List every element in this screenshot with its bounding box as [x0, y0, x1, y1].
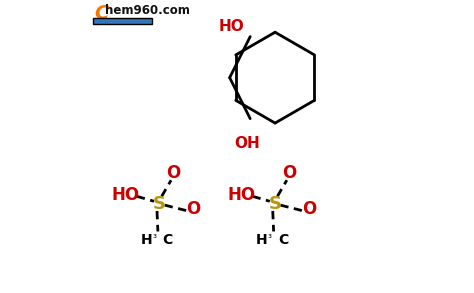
Text: O: O: [282, 164, 296, 182]
Text: H: H: [256, 233, 268, 247]
Text: HO: HO: [219, 19, 244, 34]
Text: S: S: [153, 195, 166, 213]
Text: HO: HO: [228, 186, 255, 204]
Text: 960 化 工 网: 960 化 工 网: [110, 18, 136, 24]
Text: O: O: [166, 164, 181, 182]
Text: H: H: [140, 233, 152, 247]
Text: O: O: [186, 200, 200, 219]
FancyBboxPatch shape: [93, 18, 152, 24]
Text: C: C: [162, 233, 173, 247]
Text: ₃: ₃: [152, 230, 156, 240]
Text: OH: OH: [234, 136, 260, 151]
Text: O: O: [301, 200, 316, 219]
Text: S: S: [269, 195, 282, 213]
Text: ₃: ₃: [268, 230, 272, 240]
Text: HO: HO: [111, 186, 140, 204]
Text: hem960.com: hem960.com: [105, 4, 190, 17]
Text: C: C: [94, 4, 108, 23]
Text: C: C: [278, 233, 288, 247]
